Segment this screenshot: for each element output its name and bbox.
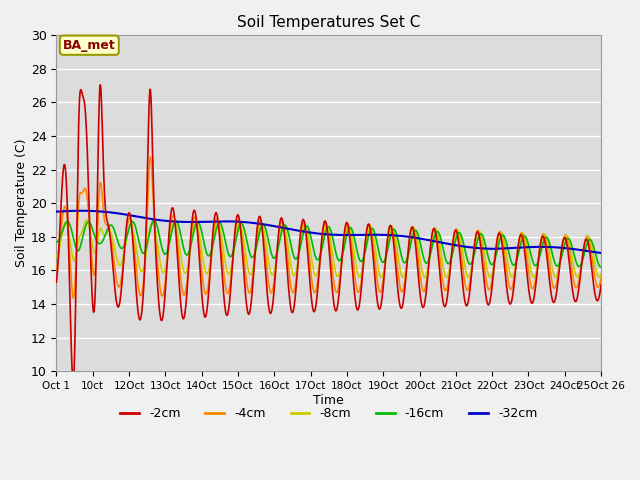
- Title: Soil Temperatures Set C: Soil Temperatures Set C: [237, 15, 420, 30]
- Text: BA_met: BA_met: [63, 39, 116, 52]
- X-axis label: Time: Time: [314, 394, 344, 407]
- Legend: -2cm, -4cm, -8cm, -16cm, -32cm: -2cm, -4cm, -8cm, -16cm, -32cm: [115, 402, 542, 425]
- Y-axis label: Soil Temperature (C): Soil Temperature (C): [15, 139, 28, 267]
